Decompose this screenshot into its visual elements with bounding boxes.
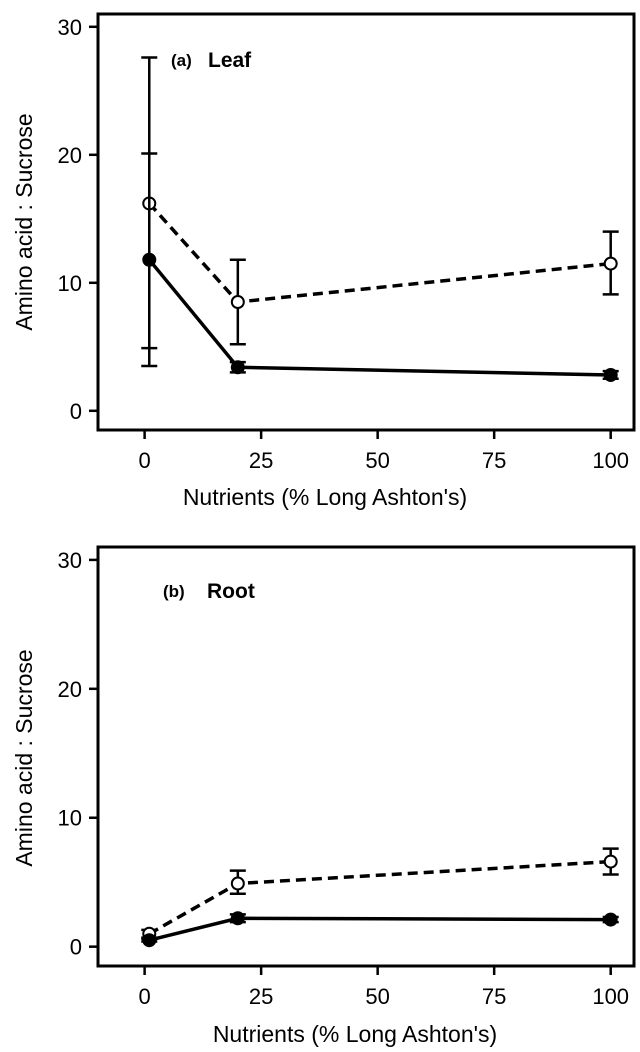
y-tick-label: 10 xyxy=(58,806,82,831)
y-tick-label: 10 xyxy=(58,271,82,296)
x-axis: 0 25 50 75 100 xyxy=(138,966,629,1009)
x-tick-label: 100 xyxy=(592,984,629,1009)
x-axis-label: Nutrients (% Long Ashton's) xyxy=(183,484,467,510)
plot-frame xyxy=(96,12,636,432)
data-point xyxy=(603,854,618,869)
data-marks xyxy=(141,847,619,948)
plot-frame xyxy=(96,545,636,968)
panel-title: Leaf xyxy=(208,49,252,72)
x-tick-label: 50 xyxy=(365,448,389,473)
series-line-1 xyxy=(148,916,611,942)
y-tick-label: 30 xyxy=(58,548,82,573)
data-point xyxy=(603,256,618,271)
x-tick-label: 50 xyxy=(365,984,389,1009)
y-axis: 0 10 20 30 xyxy=(58,548,98,960)
data-point xyxy=(230,295,245,309)
x-axis-label: Nutrients (% Long Ashton's) xyxy=(213,1021,497,1047)
x-tick-label: 0 xyxy=(138,984,150,1009)
data-marks xyxy=(141,56,619,382)
x-axis: 0 25 50 75 100 xyxy=(138,430,629,473)
panel-letter: (a) xyxy=(171,51,192,70)
panel-letter: (b) xyxy=(163,582,185,601)
data-point xyxy=(142,933,157,948)
panel-leaf: 0 25 50 75 100 0 10 20 30 (a) Leaf Nutrients (%… xyxy=(11,12,636,510)
x-tick-label: 75 xyxy=(482,448,506,473)
y-axis-label: Amino acid : Sucrose xyxy=(11,113,37,330)
x-tick-label: 25 xyxy=(249,448,273,473)
series-line-1 xyxy=(147,258,611,377)
y-axis-label: Amino acid : Sucrose xyxy=(11,649,37,866)
panel-root: 0 25 50 75 100 0 10 20 30 (b) Root Nutrients (%… xyxy=(11,545,636,1047)
y-axis: 0 10 20 30 xyxy=(58,15,98,424)
data-point xyxy=(603,912,618,927)
x-tick-label: 25 xyxy=(249,984,273,1009)
x-tick-label: 75 xyxy=(482,984,506,1009)
x-tick-label: 0 xyxy=(138,448,150,473)
data-point xyxy=(230,911,245,926)
data-point xyxy=(603,367,618,382)
data-point xyxy=(230,360,245,375)
y-tick-label: 0 xyxy=(70,935,82,960)
y-tick-label: 20 xyxy=(58,677,82,702)
y-tick-label: 20 xyxy=(58,143,82,168)
panel-title: Root xyxy=(207,580,255,603)
series-line-0 xyxy=(147,202,611,304)
data-point xyxy=(230,876,245,891)
y-tick-label: 0 xyxy=(70,399,82,424)
x-tick-label: 100 xyxy=(592,448,629,473)
y-tick-label: 30 xyxy=(58,15,82,40)
data-point xyxy=(142,252,157,267)
